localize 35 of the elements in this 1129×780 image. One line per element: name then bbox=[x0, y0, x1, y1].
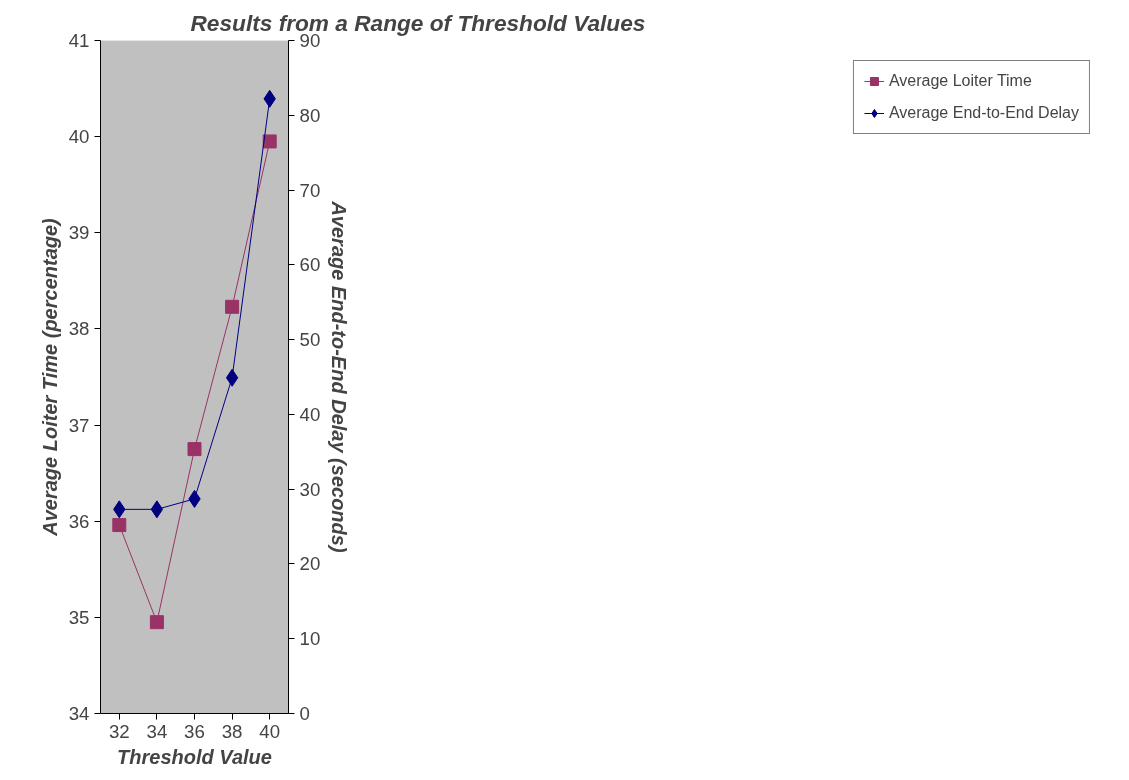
point bbox=[112, 518, 127, 533]
y2-tick-label: 80 bbox=[299, 104, 321, 126]
x-axis-title: Threshold Value bbox=[117, 745, 272, 768]
point bbox=[149, 615, 164, 630]
y-tick-label: 38 bbox=[68, 318, 90, 340]
x-tick-label: 40 bbox=[259, 720, 281, 742]
y2-tick-label: 90 bbox=[299, 30, 321, 51]
y-tick-label: 36 bbox=[68, 510, 90, 532]
y2-tick-label: 40 bbox=[299, 403, 321, 425]
y2-tick-label: 0 bbox=[299, 703, 310, 724]
y-tick-label: 37 bbox=[68, 414, 90, 436]
y-tick-label: 41 bbox=[68, 30, 90, 51]
y2-tick-label: 50 bbox=[299, 329, 321, 351]
y2-tick-label: 30 bbox=[299, 478, 321, 500]
x-tick-label: 36 bbox=[184, 720, 205, 742]
point bbox=[262, 134, 277, 149]
y-axis-title: Average Loiter Time (percentage) bbox=[38, 217, 61, 537]
x-tick-label: 38 bbox=[221, 720, 243, 742]
legend-label: Average Loiter Time bbox=[888, 72, 1032, 90]
y-tick-label: 34 bbox=[68, 703, 90, 724]
y2-axis-title: Average End-to-End Delay (seconds) bbox=[328, 200, 351, 553]
legend-label: Average End-to-End Delay bbox=[888, 104, 1079, 122]
x-tick-label: 32 bbox=[108, 720, 130, 742]
x-tick-label: 34 bbox=[146, 720, 168, 742]
y2-tick-label: 20 bbox=[299, 553, 321, 575]
point bbox=[150, 500, 164, 519]
y-tick-label: 40 bbox=[68, 126, 90, 148]
y-tick-label: 35 bbox=[68, 606, 90, 628]
point bbox=[187, 442, 202, 457]
point bbox=[225, 299, 240, 314]
y2-tick-label: 60 bbox=[299, 254, 321, 276]
y-tick-label: 39 bbox=[68, 222, 90, 244]
point bbox=[225, 368, 239, 387]
y2-tick-label: 10 bbox=[299, 628, 321, 650]
y2-tick-label: 70 bbox=[299, 179, 321, 201]
